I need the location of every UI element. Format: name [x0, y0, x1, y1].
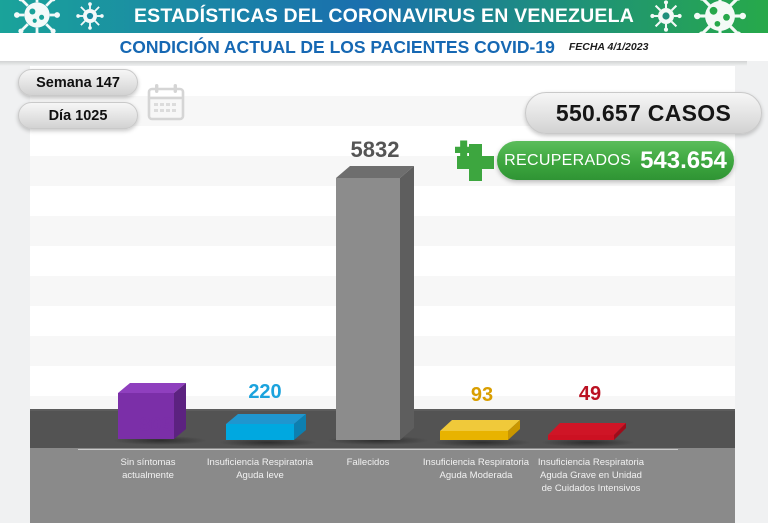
bar-top-face: [226, 414, 306, 424]
bar-value-label: 809: [139, 414, 173, 436]
date-label: FECHA 4/1/2023: [568, 41, 649, 53]
bar-side-face: [508, 420, 520, 440]
bar-shadow: [328, 436, 428, 445]
category-label-fallecidos: Fallecidos: [346, 457, 390, 468]
bar-top-face: [118, 383, 186, 393]
category-label-ira-moderada: Insuficiencia Respiratoria Aguda Moderad…: [422, 457, 530, 481]
chart-plot-area: 809 220 5832 93: [30, 66, 735, 523]
virus-icon-right-large: [694, 0, 746, 33]
virus-icon-small: [76, 2, 104, 30]
category-label-ira-grave-uci: Insuficiencia Respiratoria Aguda Grave e…: [537, 457, 645, 494]
header-divider-shadow: [0, 61, 747, 66]
chart-label-strip: [30, 448, 735, 523]
bar-top-face: [440, 420, 520, 431]
virus-icon: [14, 0, 60, 33]
virus-icon-right-small: [650, 0, 682, 32]
bar-top-face: [548, 423, 626, 435]
bar-ira-moderada[interactable]: [440, 420, 520, 440]
subtitle-row: CONDICIÓN ACTUAL DE LOS PACIENTES COVID-…: [0, 33, 768, 61]
bar-top-face: [336, 166, 414, 178]
bar-fallecidos[interactable]: [336, 166, 414, 440]
bar-side-face: [294, 414, 306, 440]
recovered-badge[interactable]: RECUPERADOS 543.654: [497, 141, 734, 180]
bar-value-label: 5832: [350, 137, 400, 162]
bar-shadow: [114, 436, 206, 445]
bar-front-face: [226, 424, 294, 440]
subtitle: CONDICIÓN ACTUAL DE LOS PACIENTES COVID-…: [119, 36, 555, 57]
bar-ira-leve[interactable]: [226, 414, 306, 440]
bar-value-label: 220: [248, 381, 282, 403]
category-label-sin-sintomas: Sin síntomas actualmente: [120, 457, 176, 481]
category-label-ira-leve: Insuficiencia Respiratoria Aguda leve: [206, 457, 314, 481]
recovered-value: 543.654: [640, 146, 727, 174]
bar-front-face: [548, 435, 614, 440]
page-title: ESTADÍSTICAS DEL CORONAVIRUS EN VENEZUEL…: [133, 5, 635, 27]
bar-ira-grave-uci[interactable]: [548, 423, 626, 440]
recovered-label: RECUPERADOS: [504, 151, 632, 169]
bar-shadow: [542, 438, 634, 447]
medical-cross-icon: [455, 140, 494, 181]
bar-side-face: [400, 166, 414, 440]
total-cases-badge[interactable]: 550.657 CASOS: [525, 92, 762, 134]
bar-front-face: [118, 393, 174, 439]
week-badge[interactable]: Semana 147: [18, 69, 138, 96]
bar-side-face: [614, 423, 626, 440]
bar-value-label: 49: [578, 383, 602, 405]
bar-shadow: [434, 438, 530, 447]
calendar-icon: [147, 84, 185, 121]
chart-axis-separator: [78, 449, 678, 450]
bar-side-face: [174, 383, 186, 439]
bar-value-label: 93: [470, 384, 494, 406]
bar-front-face: [336, 178, 400, 440]
bar-front-face: [440, 431, 508, 440]
day-badge[interactable]: Día 1025: [18, 102, 138, 129]
bar-shadow: [220, 438, 316, 447]
header-banner: ESTADÍSTICAS DEL CORONAVIRUS EN VENEZUEL…: [0, 0, 768, 33]
bar-sin-sintomas[interactable]: [118, 383, 186, 439]
